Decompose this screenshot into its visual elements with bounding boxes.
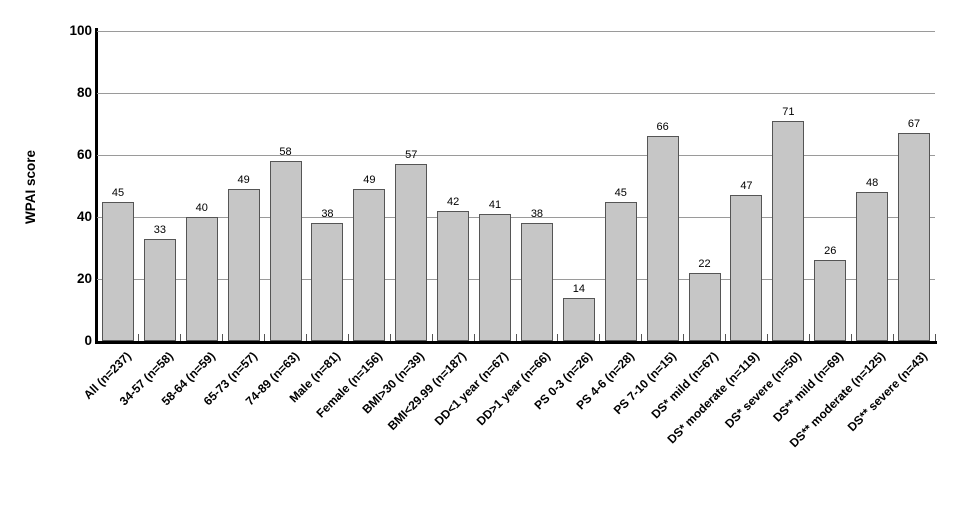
bar-value-label: 40 xyxy=(195,202,208,214)
bar-value-label: 26 xyxy=(824,245,837,258)
bar-value-label: 42 xyxy=(447,195,460,208)
bar-value-label: 71 xyxy=(782,105,795,118)
y-axis-title: WPAI score xyxy=(23,149,38,225)
bar xyxy=(730,195,763,341)
x-axis-tick xyxy=(934,334,936,341)
y-tick-label-0: 0 xyxy=(84,333,92,348)
x-axis-tick xyxy=(180,334,182,341)
bar xyxy=(437,210,470,341)
y-tick-label-60: 60 xyxy=(76,147,92,162)
bar-value-label: 67 xyxy=(907,118,921,131)
x-axis-tick xyxy=(389,334,391,341)
bar-value-label: 47 xyxy=(740,180,753,193)
x-axis-tick xyxy=(683,334,685,341)
bar-value-label: 38 xyxy=(530,208,544,221)
bar-value-label: 45 xyxy=(111,186,125,199)
bar xyxy=(311,223,344,341)
bar xyxy=(101,201,134,341)
bar-value-label: 58 xyxy=(279,146,292,159)
x-axis-tick xyxy=(347,334,349,341)
x-axis-line xyxy=(95,341,937,344)
bar xyxy=(814,260,847,341)
bar xyxy=(185,217,218,341)
gridline-100 xyxy=(97,31,935,32)
x-axis-tick xyxy=(431,334,433,341)
bar xyxy=(479,213,512,341)
bar xyxy=(898,133,931,341)
bar-value-label: 22 xyxy=(698,257,711,270)
gridline-80 xyxy=(97,93,935,94)
x-axis-tick xyxy=(557,334,559,341)
bar xyxy=(856,192,889,341)
gridline-60 xyxy=(97,155,935,156)
x-axis-tick xyxy=(892,334,894,341)
bar xyxy=(646,136,679,341)
x-axis-tick xyxy=(138,334,140,341)
bar xyxy=(604,201,637,341)
bar-value-label: 45 xyxy=(614,186,627,199)
bar-value-label: 38 xyxy=(321,208,334,221)
y-tick-label-100: 100 xyxy=(69,23,92,38)
bar xyxy=(143,238,176,341)
plot-area: 45 33 40 49 58 38 49 57 42 41 38 14 45 66 22 47 71 26 48 67 xyxy=(97,31,936,341)
bar-value-label: 66 xyxy=(656,121,669,134)
bar xyxy=(269,161,302,341)
bar xyxy=(520,223,553,341)
x-axis-tick xyxy=(641,334,643,341)
x-axis-tick xyxy=(264,334,266,341)
bar-value-label: 49 xyxy=(363,174,376,187)
x-axis-tick xyxy=(473,334,475,341)
y-tick-label-80: 80 xyxy=(76,85,92,100)
x-axis-tick xyxy=(725,334,726,341)
x-axis-tick xyxy=(808,334,810,341)
bar-value-label: 49 xyxy=(237,174,250,187)
bar xyxy=(395,164,428,341)
bar-value-label: 14 xyxy=(572,282,585,295)
x-axis-tick xyxy=(850,334,852,341)
gridline-20 xyxy=(97,279,935,280)
y-tick-label-20: 20 xyxy=(76,271,92,286)
bar xyxy=(772,120,805,341)
bar xyxy=(353,189,386,341)
bar xyxy=(562,297,595,341)
x-axis-tick xyxy=(306,334,307,341)
x-axis-tick xyxy=(222,334,224,341)
x-axis-tick xyxy=(515,334,517,341)
bar-value-label: 48 xyxy=(866,177,879,190)
y-axis-line xyxy=(95,28,98,344)
x-axis-tick xyxy=(599,334,601,341)
bar-value-label: 33 xyxy=(153,223,166,236)
bar-value-label: 41 xyxy=(488,198,502,211)
bar-value-label: 57 xyxy=(405,149,418,162)
gridline-40 xyxy=(97,217,935,218)
bar xyxy=(688,272,721,341)
bar xyxy=(227,189,260,341)
x-axis-tick xyxy=(766,334,768,341)
y-tick-label-40: 40 xyxy=(76,209,92,224)
